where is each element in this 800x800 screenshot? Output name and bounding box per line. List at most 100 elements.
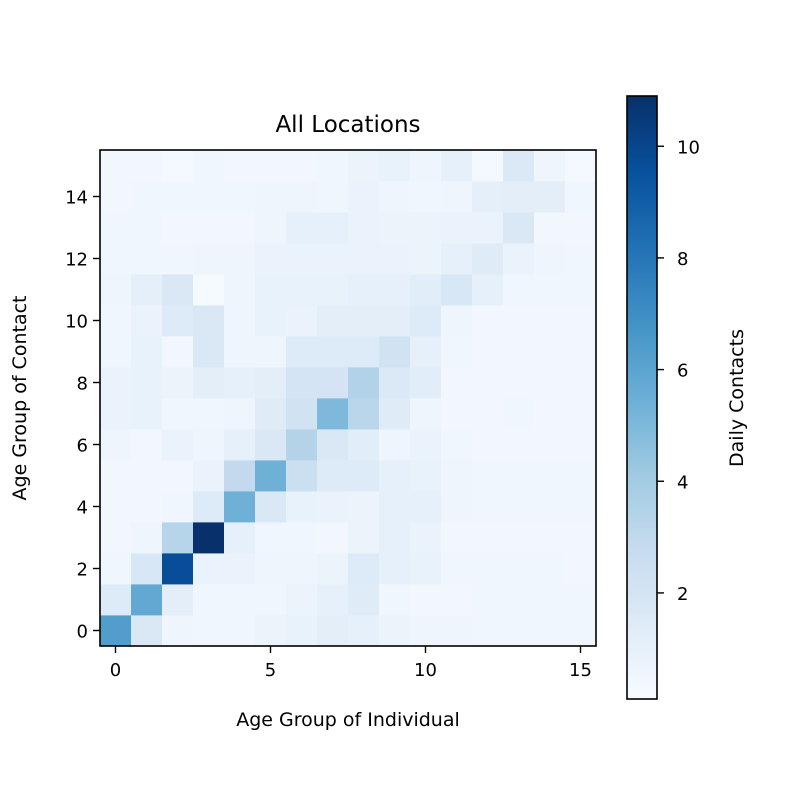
y-axis-ticks: 0 2 4 6 8 10 12 14 <box>65 188 100 643</box>
heatmap-cell <box>534 460 566 492</box>
heatmap-cell <box>441 305 473 337</box>
heatmap-cell <box>286 243 318 275</box>
heatmap-cell <box>441 181 473 213</box>
heatmap-cell <box>348 336 380 368</box>
heatmap-cell <box>410 243 442 275</box>
heatmap-cell <box>503 429 535 461</box>
heatmap-cell <box>255 212 287 244</box>
heatmap-cell <box>441 460 473 492</box>
heatmap-cell <box>534 243 566 275</box>
heatmap-cell <box>224 336 256 368</box>
heatmap-cell <box>317 584 349 616</box>
heatmap-cell <box>410 336 442 368</box>
heatmap-cell <box>255 522 287 554</box>
heatmap-cell <box>162 212 194 244</box>
heatmap-cell <box>255 584 287 616</box>
heatmap-cell <box>286 181 318 213</box>
heatmap-cell <box>472 367 504 399</box>
heatmap-cell <box>348 491 380 523</box>
heatmap-cell <box>317 398 349 430</box>
heatmap-cell <box>100 181 132 213</box>
heatmap-cell <box>379 460 411 492</box>
heatmap-cell <box>162 522 194 554</box>
heatmap-cell <box>131 398 163 430</box>
heatmap-cell <box>100 429 132 461</box>
y-tick-label: 12 <box>65 250 88 271</box>
heatmap-cell <box>162 336 194 368</box>
heatmap-cell <box>565 305 597 337</box>
heatmap-cell <box>379 212 411 244</box>
heatmap-cell <box>255 615 287 647</box>
heatmap-cell <box>100 150 132 182</box>
heatmap-cell <box>503 305 535 337</box>
heatmap-cell <box>441 274 473 306</box>
heatmap-cell <box>565 212 597 244</box>
heatmap-cell <box>379 150 411 182</box>
heatmap-cell <box>193 429 225 461</box>
heatmap-cell <box>162 367 194 399</box>
heatmap-cell <box>224 398 256 430</box>
heatmap-cell <box>100 491 132 523</box>
heatmap-cell <box>255 181 287 213</box>
colorbar-tick-label: 4 <box>677 472 688 493</box>
heatmap-cell <box>410 181 442 213</box>
heatmap-cell <box>286 522 318 554</box>
heatmap-cell <box>224 212 256 244</box>
x-tick-label: 5 <box>265 660 276 681</box>
heatmap-cell <box>472 584 504 616</box>
heatmap-cell <box>410 460 442 492</box>
heatmap-cell <box>534 491 566 523</box>
heatmap-cell <box>441 336 473 368</box>
heatmap-cell <box>472 212 504 244</box>
heatmap-cell <box>100 336 132 368</box>
y-tick-label: 4 <box>77 498 88 519</box>
heatmap-cell <box>379 274 411 306</box>
heatmap-cell <box>193 305 225 337</box>
heatmap-cell <box>534 336 566 368</box>
heatmap-cell <box>193 367 225 399</box>
heatmap-cell <box>255 398 287 430</box>
heatmap-cell <box>503 522 535 554</box>
heatmap-cell <box>131 274 163 306</box>
heatmap-cell <box>565 491 597 523</box>
x-axis-ticks: 0 5 10 15 <box>110 646 592 681</box>
heatmap-cell <box>379 615 411 647</box>
heatmap-cell <box>441 398 473 430</box>
heatmap-cell <box>534 274 566 306</box>
heatmap-cell <box>410 398 442 430</box>
heatmap-cell <box>100 212 132 244</box>
heatmap-cell <box>348 305 380 337</box>
heatmap-cell <box>441 243 473 275</box>
heatmap-cell <box>162 553 194 585</box>
heatmap-cell <box>410 553 442 585</box>
heatmap-cell <box>162 429 194 461</box>
heatmap-cell <box>348 460 380 492</box>
heatmap-cell <box>100 367 132 399</box>
heatmap-cell <box>162 243 194 275</box>
heatmap-cell <box>503 274 535 306</box>
heatmap-cell <box>472 429 504 461</box>
heatmap-cell <box>224 553 256 585</box>
heatmap-cell <box>286 212 318 244</box>
heatmap-cell <box>534 584 566 616</box>
x-tick-label: 15 <box>569 660 592 681</box>
heatmap-cell <box>224 274 256 306</box>
heatmap-cell <box>193 398 225 430</box>
plot-frame <box>99 149 597 647</box>
heatmap-cell <box>379 398 411 430</box>
y-tick-label: 6 <box>77 436 88 457</box>
heatmap-cell <box>410 491 442 523</box>
heatmap-cell <box>472 150 504 182</box>
heatmap-cell <box>162 398 194 430</box>
heatmap-cell <box>410 522 442 554</box>
heatmap-cell <box>100 274 132 306</box>
heatmap-cell <box>317 615 349 647</box>
heatmap-cell <box>193 212 225 244</box>
heatmap-cell <box>534 398 566 430</box>
heatmap-cell <box>286 615 318 647</box>
heatmap-cell <box>503 243 535 275</box>
heatmap-cell <box>131 305 163 337</box>
heatmap-cell <box>100 553 132 585</box>
heatmap-cell <box>317 522 349 554</box>
heatmap-cell <box>131 584 163 616</box>
